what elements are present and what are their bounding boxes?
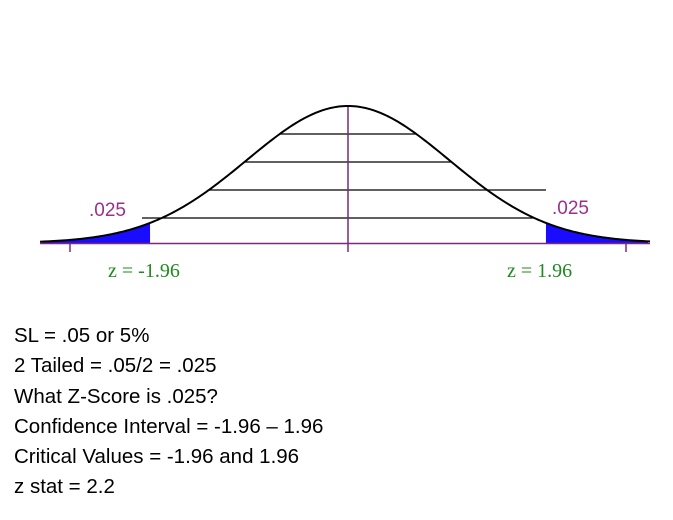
note-confidence-interval: Confidence Interval = -1.96 – 1.96 xyxy=(14,414,324,438)
normal-curve xyxy=(39,104,651,243)
left-tail-area xyxy=(42,222,151,243)
note-critical-values: Critical Values = -1.96 and 1.96 xyxy=(14,445,300,469)
note-question: What Z-Score is .025? xyxy=(14,384,218,408)
right-tail-label: .025 xyxy=(552,198,589,219)
note-z-stat: z stat = 2.2 xyxy=(14,475,115,499)
note-two-tailed: 2 Tailed = .05/2 = .025 xyxy=(14,354,217,378)
right-tail-area xyxy=(545,222,648,243)
left-z-label: z = -1.96 xyxy=(108,260,180,282)
note-significance-level: SL = .05 or 5% xyxy=(14,324,150,347)
notes-list: SL = .05 or 5% 2 Tailed = .05/2 = .025 W… xyxy=(14,321,323,503)
right-z-label: z = 1.96 xyxy=(507,260,572,282)
left-tail-label: .025 xyxy=(89,200,126,221)
normal-distribution-diagram: .025 .025 z = -1.96 z = 1.96 xyxy=(39,104,651,282)
